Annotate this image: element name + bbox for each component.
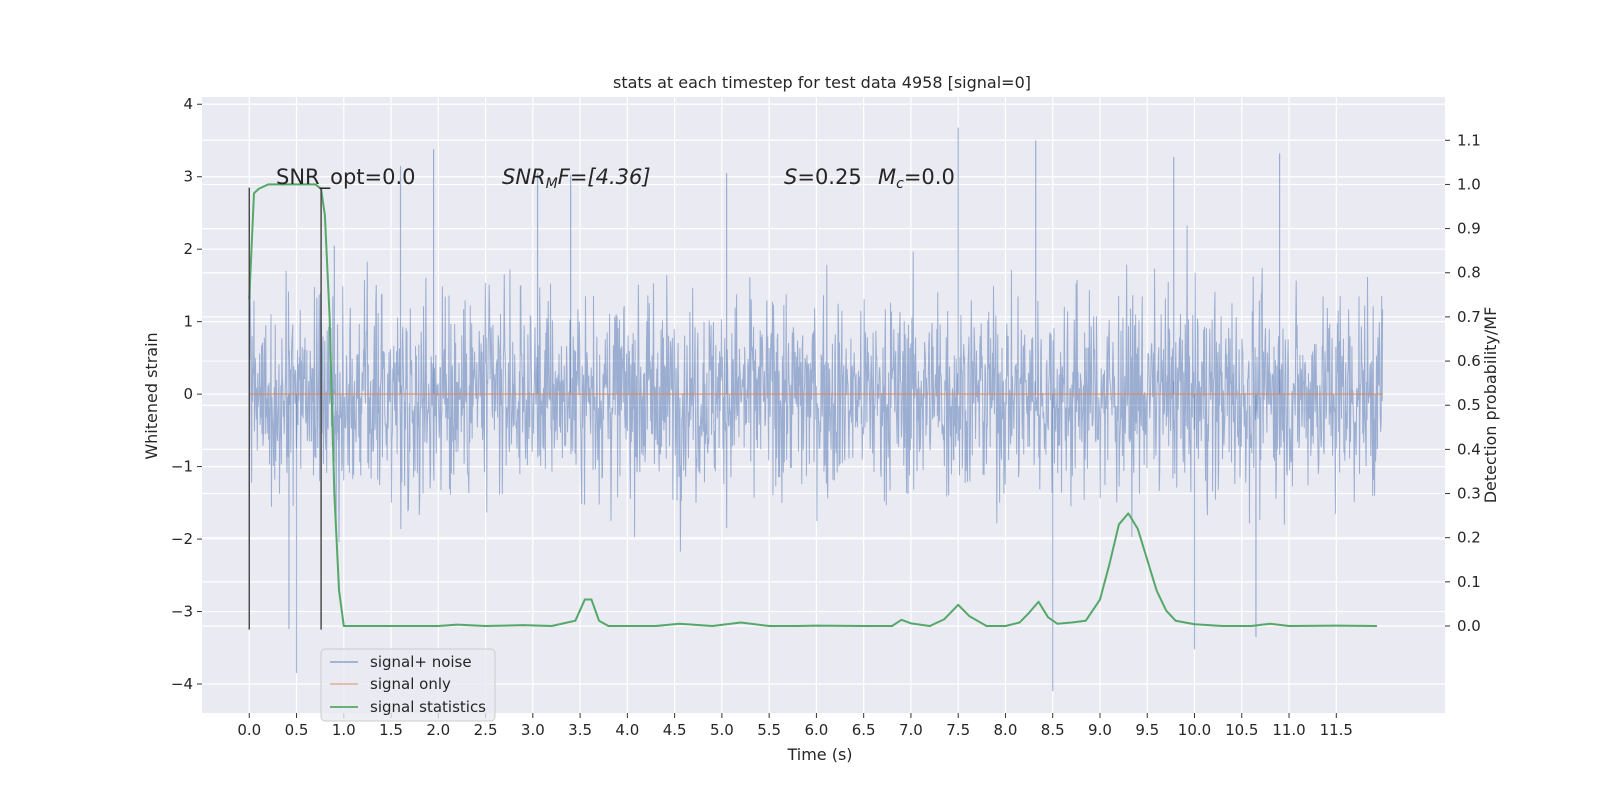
annotation-snr-mf-sub: M [546, 176, 558, 192]
series-lines [248, 183, 1383, 628]
x-tick-label-3: 1.5 [379, 721, 403, 739]
x-tick-label-1: 0.5 [285, 721, 309, 739]
y-tick-label-5: 1 [183, 313, 193, 331]
annotation-mc-value: =0.0 [904, 165, 955, 189]
chart-title: stats at each timestep for test data 495… [613, 73, 1031, 92]
y-tick-label-1: −3 [171, 603, 193, 621]
x-tick-label-13: 6.5 [852, 721, 876, 739]
legend-entry-signal-statistics: signal statistics [370, 698, 486, 716]
signal-statistics-line [248, 183, 1377, 628]
legend-frame [320, 648, 496, 722]
x-tick-label-12: 6.0 [804, 721, 828, 739]
annotation-snr-mf-base: SNR [502, 165, 546, 189]
annotation-snr-mf: SNRMF=[4.36] [502, 165, 651, 192]
y2-axis-label: Detection probability/MF [1481, 307, 1500, 504]
y2-tick-label-0: 0.0 [1457, 617, 1481, 635]
y-axis-label: Whitened strain [142, 332, 161, 459]
x-tick-label-11: 5.5 [757, 721, 781, 739]
y-tick-label-6: 2 [183, 240, 193, 258]
y-tick-label-8: 4 [183, 95, 193, 113]
legend: signal+ noise signal only signal statist… [320, 648, 496, 722]
y2-tick-label-11: 1.1 [1457, 131, 1481, 149]
x-tick-label-22: 11.0 [1272, 721, 1305, 739]
y-tick-label-4: 0 [183, 385, 193, 403]
annotation-s: S=0.25 [784, 165, 862, 189]
x-tick-label-21: 10.5 [1225, 721, 1258, 739]
annotation-snr-opt: SNR_opt=0.0 [276, 165, 416, 190]
y2-tick-label-5: 0.5 [1457, 396, 1481, 414]
y2-tick-label-4: 0.4 [1457, 440, 1481, 458]
y2-tick-label-1: 0.1 [1457, 573, 1481, 591]
y2-tick-label-10: 1.0 [1457, 175, 1481, 193]
x-tick-label-5: 2.5 [474, 721, 498, 739]
annotation-mc-symbol: M [878, 165, 896, 189]
x-tick-label-14: 7.0 [899, 721, 923, 739]
x-axis-label: Time (s) [786, 745, 852, 764]
series-signal-plus-noise [248, 127, 1384, 692]
x-tick-label-16: 8.0 [994, 721, 1018, 739]
y-tick-label-2: −2 [171, 530, 193, 548]
x-tick-label-7: 3.5 [568, 721, 592, 739]
x-tick-label-9: 4.5 [663, 721, 687, 739]
x-tick-label-18: 9.0 [1088, 721, 1112, 739]
x-tick-label-10: 5.0 [710, 721, 734, 739]
annotation-snr-mf-rest: F=[4.36] [558, 165, 651, 189]
x-tick-label-2: 1.0 [332, 721, 356, 739]
legend-entry-signal-plus-noise: signal+ noise [370, 653, 472, 671]
x-tick-label-15: 7.5 [946, 721, 970, 739]
y2-tick-label-8: 0.8 [1457, 264, 1481, 282]
vertical-markers [248, 187, 322, 630]
y-tick-label-0: −4 [171, 675, 193, 693]
x-tick-label-20: 10.0 [1178, 721, 1211, 739]
x-tick-label-23: 11.5 [1320, 721, 1353, 739]
annotation-mc-sub: c [896, 176, 904, 192]
y2-tick-label-7: 0.7 [1457, 308, 1481, 326]
x-tick-label-8: 4.0 [615, 721, 639, 739]
annotation-s-symbol: S [784, 165, 797, 189]
y2-tick-label-2: 0.2 [1457, 529, 1481, 547]
x-tick-label-17: 8.5 [1041, 721, 1065, 739]
y-tick-label-3: −1 [171, 458, 193, 476]
y2-tick-label-6: 0.6 [1457, 352, 1481, 370]
y2-tick-label-3: 0.3 [1457, 485, 1481, 503]
x-tick-label-6: 3.0 [521, 721, 545, 739]
y2-tick-label-9: 0.9 [1457, 220, 1481, 238]
annotation-s-value: =0.25 [797, 165, 861, 189]
signal-plus-noise-trace [248, 225, 1384, 552]
ticks: 0.0 0.5 1.0 1.5 2.0 2.5 3.0 3.5 4.0 4.5 5.0 5.5 6.0 6… [171, 95, 1481, 739]
x-tick-label-0: 0.0 [237, 721, 261, 739]
x-tick-label-4: 2.0 [426, 721, 450, 739]
x-tick-label-19: 9.5 [1135, 721, 1159, 739]
y-tick-label-7: 3 [183, 168, 193, 186]
legend-entry-signal-only: signal only [370, 675, 451, 693]
annotation-mc: Mc=0.0 [878, 165, 955, 192]
